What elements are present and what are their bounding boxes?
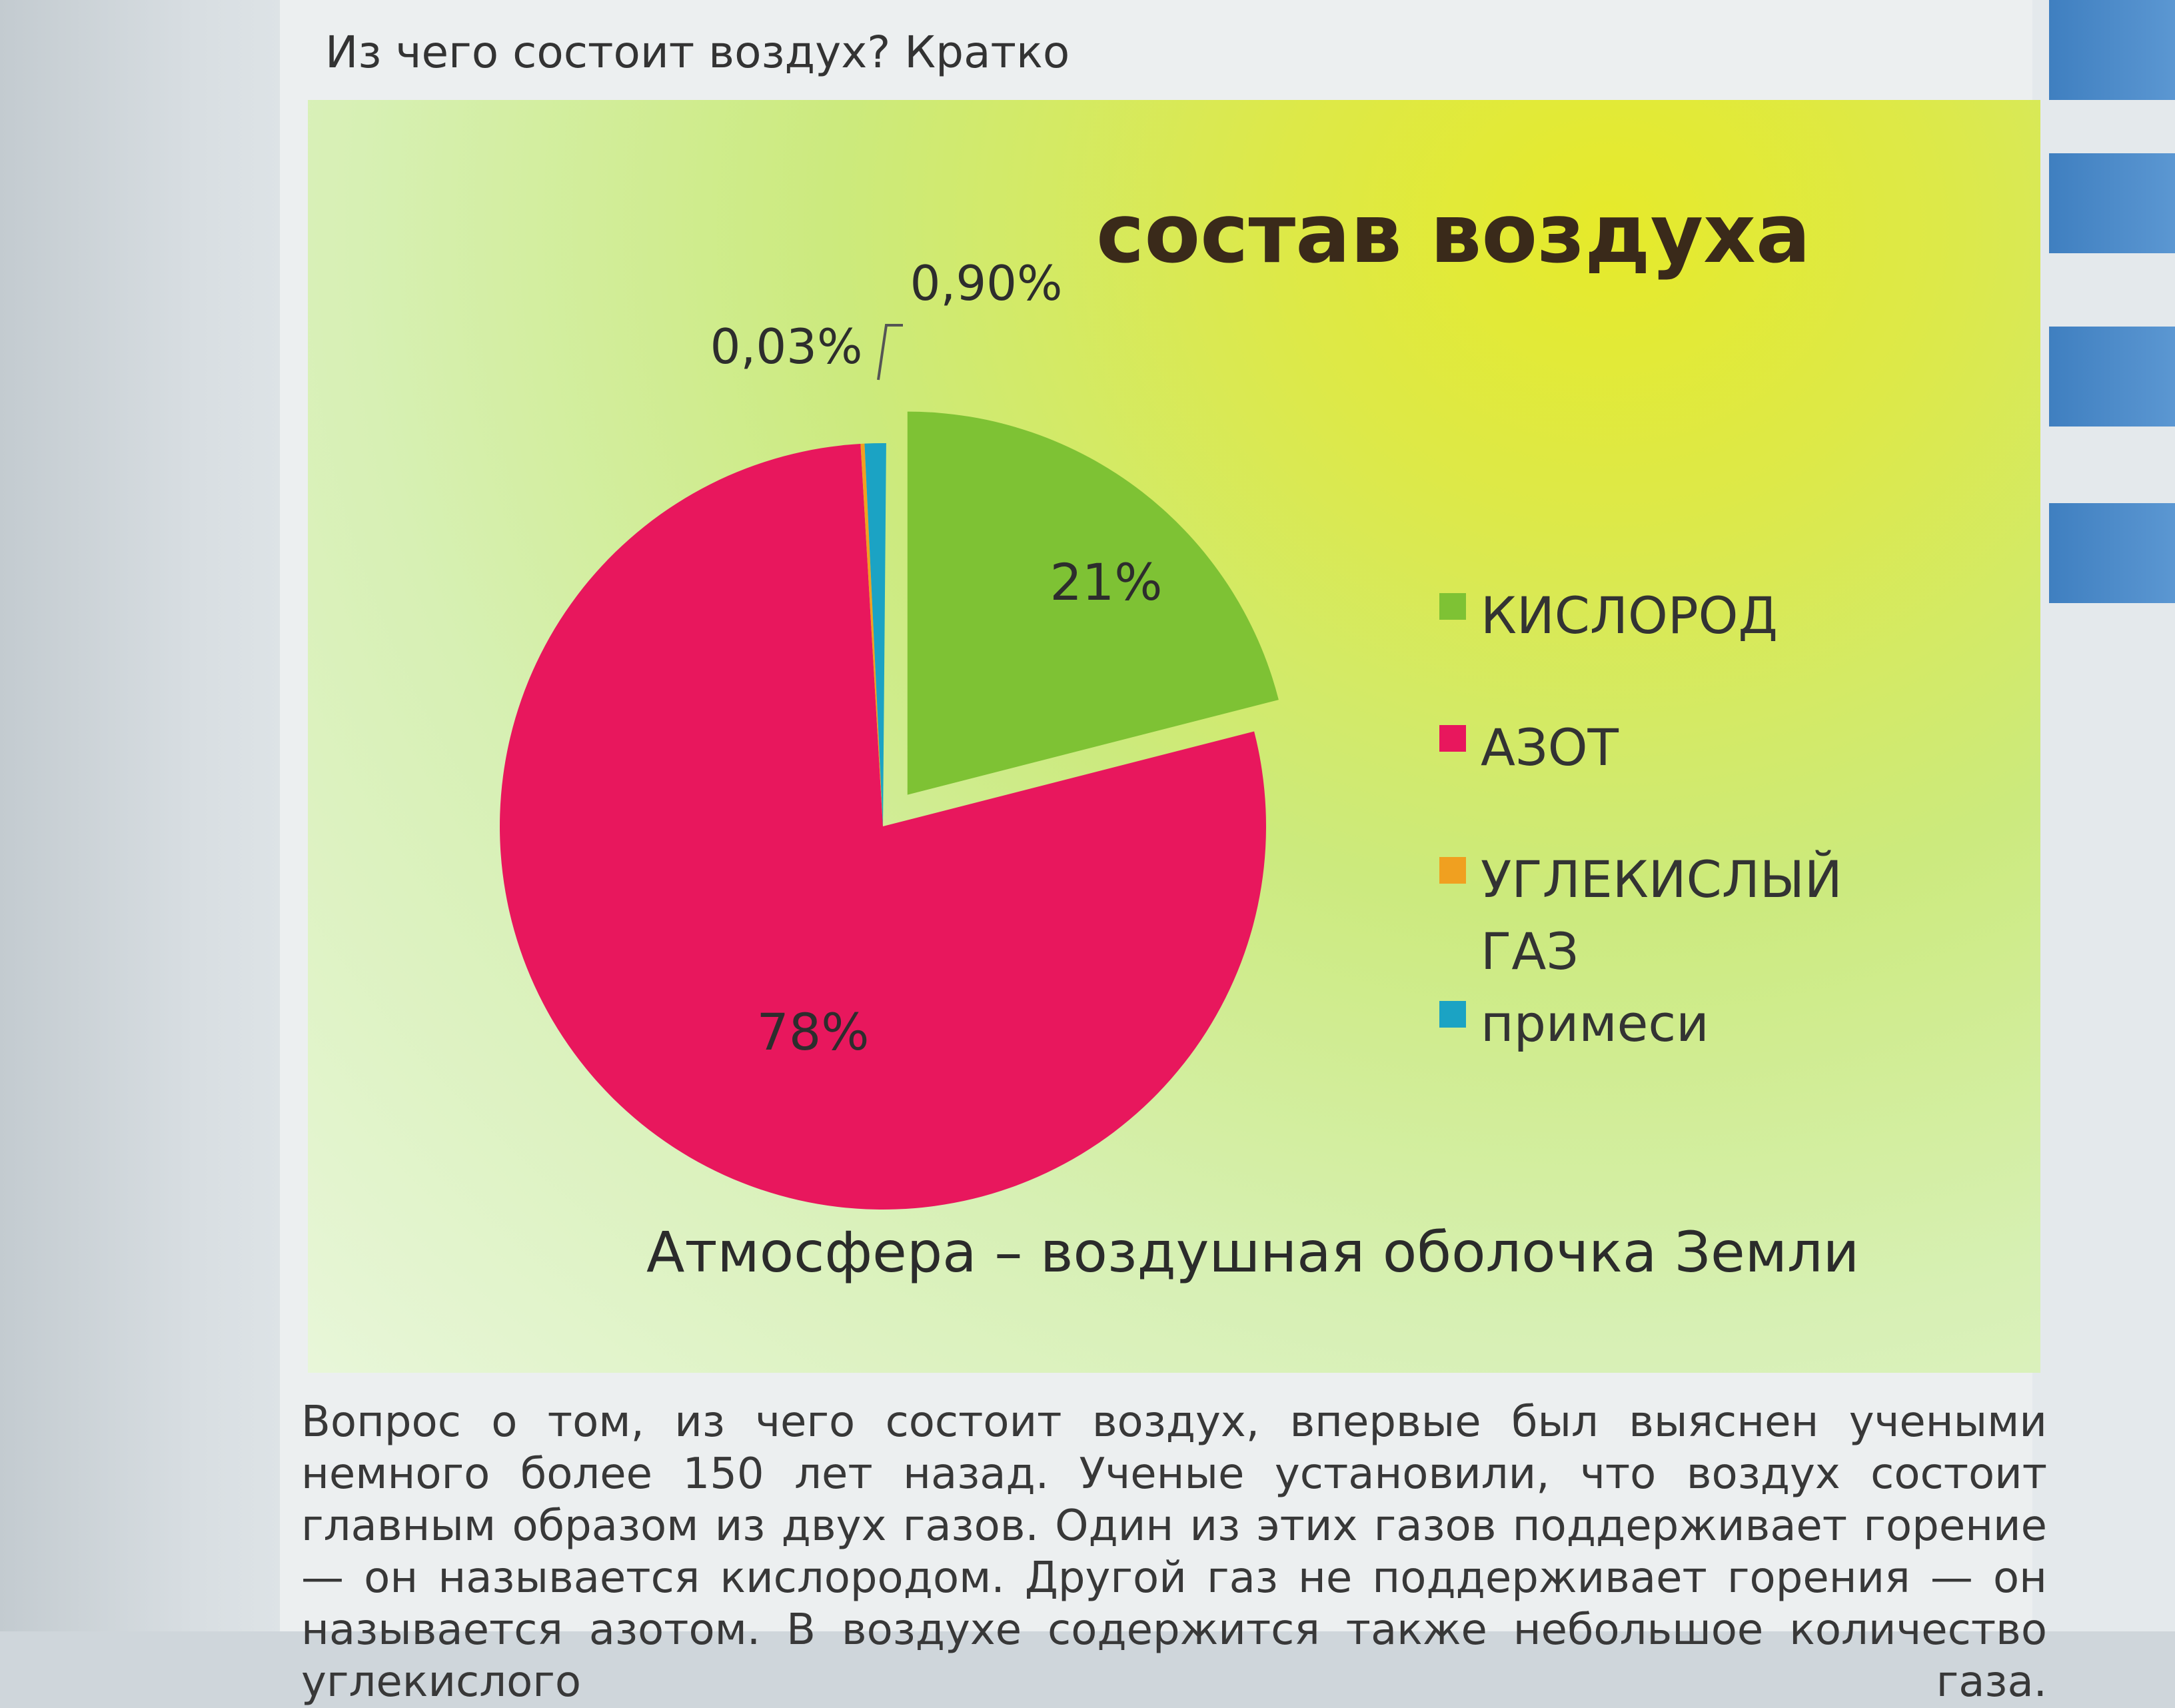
pie-slice xyxy=(864,443,886,826)
leader-line xyxy=(877,324,903,381)
pie-slice xyxy=(907,411,1279,795)
legend-label: УГЛЕКИСЛЫЙ ГАЗ xyxy=(1481,850,1842,981)
legend-item-impurities: примеси xyxy=(1439,988,1839,1060)
slice-data-label: 21% xyxy=(1050,552,1163,612)
legend-swatch xyxy=(1439,857,1466,884)
legend-item-oxygen: КИСЛОРОД xyxy=(1439,580,1839,652)
chart-legend: КИСЛОРОД АЗОТ УГЛЕКИСЛЫЙ ГАЗ примеси xyxy=(1439,580,1842,1120)
pie-slice xyxy=(860,443,883,826)
sidebar-tab[interactable] xyxy=(2049,153,2175,253)
slice-data-label: 78% xyxy=(757,1002,870,1062)
legend-label: примеси xyxy=(1481,994,1709,1053)
legend-item-nitrogen: АЗОТ xyxy=(1439,712,1839,784)
slice-data-label: 0,03% xyxy=(710,319,863,375)
sidebar-tab[interactable] xyxy=(2049,503,2175,603)
chart-title: состав воздуха xyxy=(1096,187,1811,281)
article-paragraph: Вопрос о том, из чего состоит воздух, вп… xyxy=(301,1397,2047,1707)
question-heading: Из чего состоит воздух? Кратко xyxy=(325,27,1070,78)
left-margin xyxy=(0,0,280,1631)
legend-swatch xyxy=(1439,725,1466,752)
sidebar-tab[interactable] xyxy=(2049,0,2175,100)
pie-slice xyxy=(500,443,1266,1210)
legend-swatch xyxy=(1439,1001,1466,1028)
slice-data-label: 0,90% xyxy=(910,255,1063,311)
sidebar-tab[interactable] xyxy=(2049,327,2175,427)
slide-caption: Атмосфера – воздушная оболочка Земли xyxy=(646,1220,1860,1285)
legend-label: КИСЛОРОД xyxy=(1481,586,1778,645)
legend-swatch xyxy=(1439,593,1466,620)
right-sidebar xyxy=(2032,0,2175,1631)
legend-label: АЗОТ xyxy=(1481,718,1619,777)
legend-item-co2: УГЛЕКИСЛЫЙ ГАЗ xyxy=(1439,844,1842,988)
pie-chart: 21% 78% 0,03% 0,90% xyxy=(500,255,1279,1210)
